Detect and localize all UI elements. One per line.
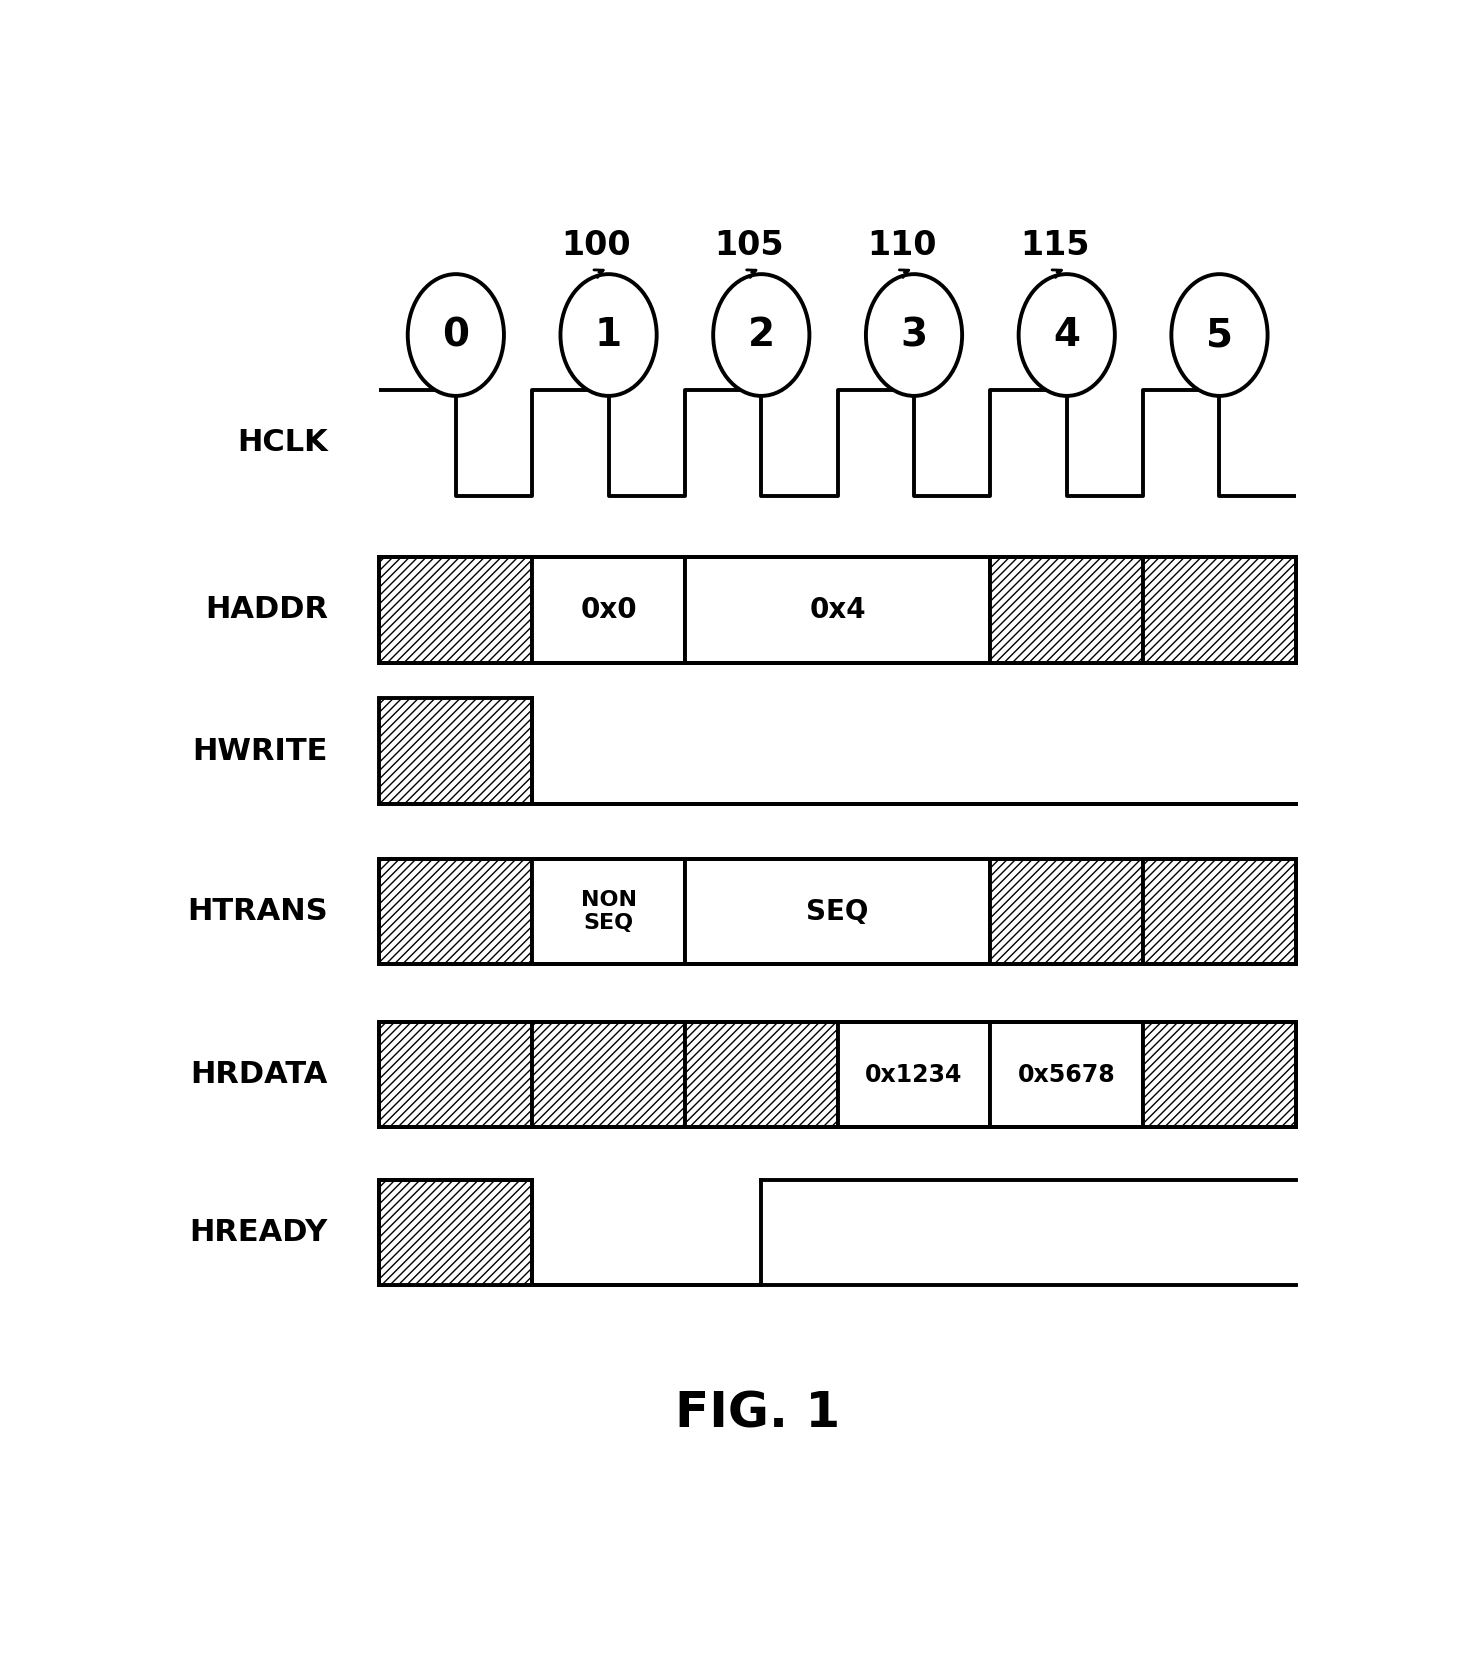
Text: SEQ: SEQ	[807, 897, 869, 926]
Bar	[380, 699, 532, 804]
Text: 0x0: 0x0	[581, 595, 637, 624]
Text: 2: 2	[748, 315, 774, 354]
Ellipse shape	[714, 274, 810, 395]
Bar	[380, 1022, 1296, 1128]
Bar	[684, 859, 990, 964]
Ellipse shape	[560, 274, 656, 395]
Bar	[380, 557, 1296, 662]
Text: 115: 115	[1020, 229, 1089, 262]
Bar	[380, 1022, 532, 1128]
Text: 100: 100	[562, 229, 631, 262]
Text: HREADY: HREADY	[189, 1218, 328, 1248]
Text: 0x5678: 0x5678	[1018, 1063, 1116, 1088]
Bar	[1142, 557, 1296, 662]
Bar	[1142, 859, 1296, 964]
Bar	[684, 557, 990, 662]
Text: 0x4: 0x4	[810, 595, 866, 624]
Text: HWRITE: HWRITE	[192, 737, 328, 766]
Ellipse shape	[1172, 274, 1268, 395]
Text: NON
SEQ: NON SEQ	[581, 891, 637, 934]
Ellipse shape	[1018, 274, 1114, 395]
Bar	[1142, 1022, 1296, 1128]
Text: FIG. 1: FIG. 1	[675, 1389, 840, 1438]
Bar	[990, 859, 1142, 964]
Text: 0: 0	[442, 315, 470, 354]
Bar	[990, 557, 1142, 662]
Bar	[380, 557, 532, 662]
Bar	[532, 859, 684, 964]
Bar	[532, 1022, 684, 1128]
Text: HTRANS: HTRANS	[188, 897, 328, 926]
Bar	[380, 859, 532, 964]
Bar	[838, 1022, 990, 1128]
Text: HRDATA: HRDATA	[191, 1061, 328, 1089]
Text: HADDR: HADDR	[205, 595, 328, 624]
Ellipse shape	[866, 274, 962, 395]
Text: 105: 105	[714, 229, 783, 262]
Text: 1: 1	[596, 315, 622, 354]
Text: 0x1234: 0x1234	[865, 1063, 962, 1088]
Bar	[990, 1022, 1142, 1128]
Bar	[684, 1022, 838, 1128]
Bar	[532, 557, 684, 662]
Text: 5: 5	[1206, 315, 1233, 354]
Bar	[380, 859, 1296, 964]
Ellipse shape	[408, 274, 504, 395]
Text: 3: 3	[900, 315, 928, 354]
Bar	[380, 1181, 532, 1286]
Text: 4: 4	[1054, 315, 1080, 354]
Text: HCLK: HCLK	[236, 429, 328, 457]
Text: 110: 110	[868, 229, 937, 262]
